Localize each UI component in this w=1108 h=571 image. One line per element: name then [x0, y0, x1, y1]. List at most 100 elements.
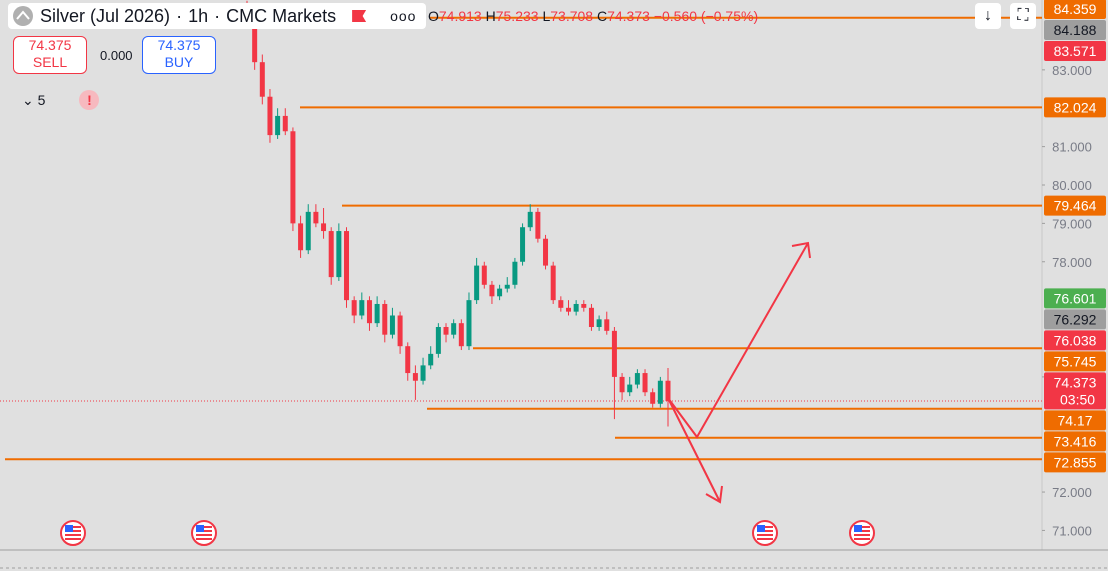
candle-body: [435, 327, 441, 354]
candle-body: [588, 307, 594, 328]
candle-body: [451, 323, 457, 335]
price-label-bg: [1044, 410, 1106, 431]
candle-body: [657, 380, 663, 404]
candle-body: [466, 300, 472, 347]
event-flag[interactable]: [60, 520, 86, 546]
indicators-toggle[interactable]: ⌄ 5!: [22, 90, 100, 110]
candle-body: [428, 353, 434, 366]
candle-body: [458, 323, 464, 347]
warning-icon[interactable]: !: [79, 90, 100, 110]
sell-label: SELL: [32, 54, 68, 70]
candle-body: [305, 211, 311, 251]
buy-button[interactable]: 74.375 BUY: [142, 36, 216, 74]
candle-body: [275, 115, 281, 136]
candle-body: [512, 261, 518, 285]
ohlc-letter: H: [485, 8, 496, 24]
arrow-up: [667, 242, 809, 439]
price-label: 84.359: [1054, 1, 1097, 17]
countdown: 03:50: [1060, 391, 1095, 407]
sell-price: 74.375: [28, 37, 72, 53]
candle-body: [634, 373, 640, 385]
flag-ring: [60, 520, 86, 546]
event-flag[interactable]: [752, 520, 778, 546]
chevron: ⌄: [22, 92, 38, 108]
candle-body: [359, 300, 365, 316]
candle-body: [313, 211, 319, 224]
candle-body: [650, 392, 656, 404]
arrow-head: [705, 485, 723, 504]
price-label: 72.855: [1054, 454, 1097, 470]
candle-body: [290, 131, 296, 224]
arrow-annotations: [667, 241, 811, 504]
candle-body: [336, 231, 342, 278]
candle-body: [443, 327, 449, 335]
ohlc-letter: L: [542, 8, 551, 24]
change: −0.560 (−0.75%): [653, 8, 759, 24]
separator: ·: [176, 5, 183, 26]
y-tick-label: 78.000: [1052, 255, 1092, 270]
price-label: 74.17: [1057, 412, 1092, 428]
candle-body: [627, 384, 633, 393]
price-label-bg: [1044, 288, 1106, 309]
y-tick-label: 83.000: [1052, 63, 1092, 78]
candle-body: [344, 231, 350, 301]
candle-body: [619, 376, 625, 393]
price-label-bg: [1044, 330, 1106, 351]
event-flag[interactable]: [849, 520, 875, 546]
price-label-bg: [1044, 0, 1106, 19]
candle-body: [366, 300, 372, 324]
more-icon[interactable]: ooo: [390, 8, 417, 24]
price-label: 76.292: [1054, 311, 1097, 327]
candle-body: [328, 231, 334, 278]
price-label-bg: [1044, 452, 1106, 473]
candle-body: [558, 300, 564, 308]
candle-body: [543, 238, 549, 266]
symbol-header[interactable]: Silver (Jul 2026) · 1h · CMC Markets ooo: [8, 3, 426, 29]
price-label: 74.373: [1054, 374, 1097, 390]
flag-canton: [757, 525, 765, 532]
price-label-bg: [1044, 309, 1106, 330]
candle-body: [535, 211, 541, 239]
candle-body: [351, 300, 357, 316]
candle-body: [520, 227, 526, 262]
sell-button[interactable]: 74.375 SELL: [13, 36, 87, 74]
down-button[interactable]: ↓: [975, 3, 1001, 29]
price-label: 75.745: [1054, 353, 1097, 369]
ohlc-value: 74.913: [438, 8, 482, 24]
price-label-bg: [1044, 40, 1106, 61]
event-flag[interactable]: [191, 520, 217, 546]
ohlc: O74.913 H75.233 L73.708 C74.373 −0.560 (…: [428, 8, 758, 24]
price-label-bg: [1044, 351, 1106, 372]
candle-body: [665, 380, 671, 401]
candle-body: [565, 307, 571, 312]
candle-body: [267, 96, 273, 136]
symbol-icon: [13, 6, 33, 26]
y-tick-label: 72.000: [1052, 485, 1092, 500]
flag-canton: [196, 525, 204, 532]
flag-icon: [352, 10, 367, 22]
price-label: 76.601: [1054, 290, 1097, 306]
candle-body: [596, 319, 602, 328]
candle-body: [321, 223, 327, 232]
candle-body: [405, 346, 411, 374]
candle-body: [581, 303, 587, 308]
price-label-bg: [1044, 372, 1106, 410]
price-label-bg: [1044, 97, 1106, 118]
ohlc-value: 73.708: [550, 8, 594, 24]
candle-body: [642, 373, 648, 393]
candle-body: [389, 315, 395, 335]
price-label: 73.416: [1054, 433, 1097, 449]
candle-body: [550, 265, 556, 301]
candle-body: [259, 62, 265, 97]
arrow-down: [667, 397, 721, 503]
candle-body: [604, 319, 610, 331]
candle-body: [382, 303, 388, 335]
ohlc-value: 74.373: [607, 8, 650, 24]
y-tick-label: 81.000: [1052, 140, 1092, 155]
fullscreen-button[interactable]: ⛶: [1010, 3, 1036, 29]
ohlc-letter: C: [596, 8, 608, 24]
flag-ring: [752, 520, 778, 546]
buy-label: BUY: [164, 54, 194, 70]
